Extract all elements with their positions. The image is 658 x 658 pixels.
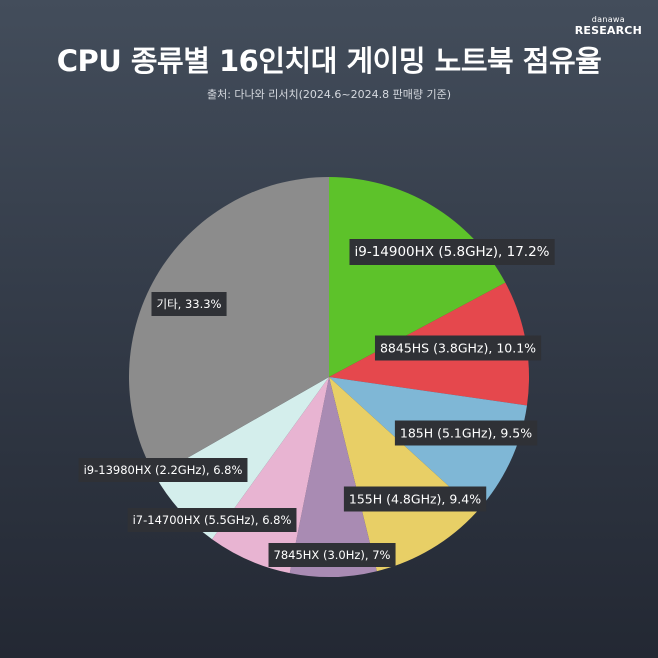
slice-label-background <box>78 458 248 482</box>
chart-title: CPU 종류별 16인치대 게이밍 노트북 점유율 <box>56 44 602 78</box>
pie-slice <box>329 177 506 377</box>
slice-label-text: i7-14700HX (5.5GHz), 6.8% <box>133 513 292 527</box>
pie-labels: i9-14900HX (5.8GHz), 17.2% 8845HS (3.8GHz… <box>78 239 555 567</box>
slice-label-text: 7845HX (3.0Hz), 7% <box>274 548 391 562</box>
slice-label-text: i9-13980HX (2.2GHz), 6.8% <box>84 463 243 477</box>
slice-label: i7-14700HX (5.5GHz), 6.8% <box>127 508 297 532</box>
slice-label-background <box>374 335 542 361</box>
slice-label-background <box>127 508 297 532</box>
slice-label-background <box>268 543 396 567</box>
pie-slice <box>129 177 329 477</box>
pie-slice <box>329 377 477 572</box>
slice-label-background <box>349 239 555 265</box>
slice-label: 185H (5.1GHz), 9.5% <box>394 420 538 446</box>
chart-subtitle: 출처: 다나와 리서치(2024.6~2024.8 판매량 기준) <box>206 88 452 101</box>
slice-label: 기타, 33.3% <box>151 292 227 316</box>
slice-label: 155H (4.8GHz), 9.4% <box>343 486 487 512</box>
slice-label-text: 기타, 33.3% <box>156 297 221 311</box>
pie-slice <box>289 377 377 577</box>
slice-label-text: 8845HS (3.8GHz), 10.1% <box>380 341 536 356</box>
slice-label: 7845HX (3.0Hz), 7% <box>268 543 396 567</box>
slice-label-background <box>343 486 487 512</box>
slice-label-text: i9-14900HX (5.8GHz), 17.2% <box>354 244 549 260</box>
slice-label: 8845HS (3.8GHz), 10.1% <box>374 335 542 361</box>
slice-label-text: 155H (4.8GHz), 9.4% <box>349 492 481 507</box>
brand-logo-small: danawa <box>591 15 625 24</box>
brand-logo-big: RESEARCH <box>574 24 642 37</box>
slice-label: i9-14900HX (5.8GHz), 17.2% <box>349 239 555 265</box>
slice-label-background <box>151 292 227 316</box>
slice-label: i9-13980HX (2.2GHz), 6.8% <box>78 458 248 482</box>
slice-label-text: 185H (5.1GHz), 9.5% <box>400 426 532 441</box>
slice-label-background <box>394 420 538 446</box>
brand-logo: danawa RESEARCH <box>574 15 642 37</box>
